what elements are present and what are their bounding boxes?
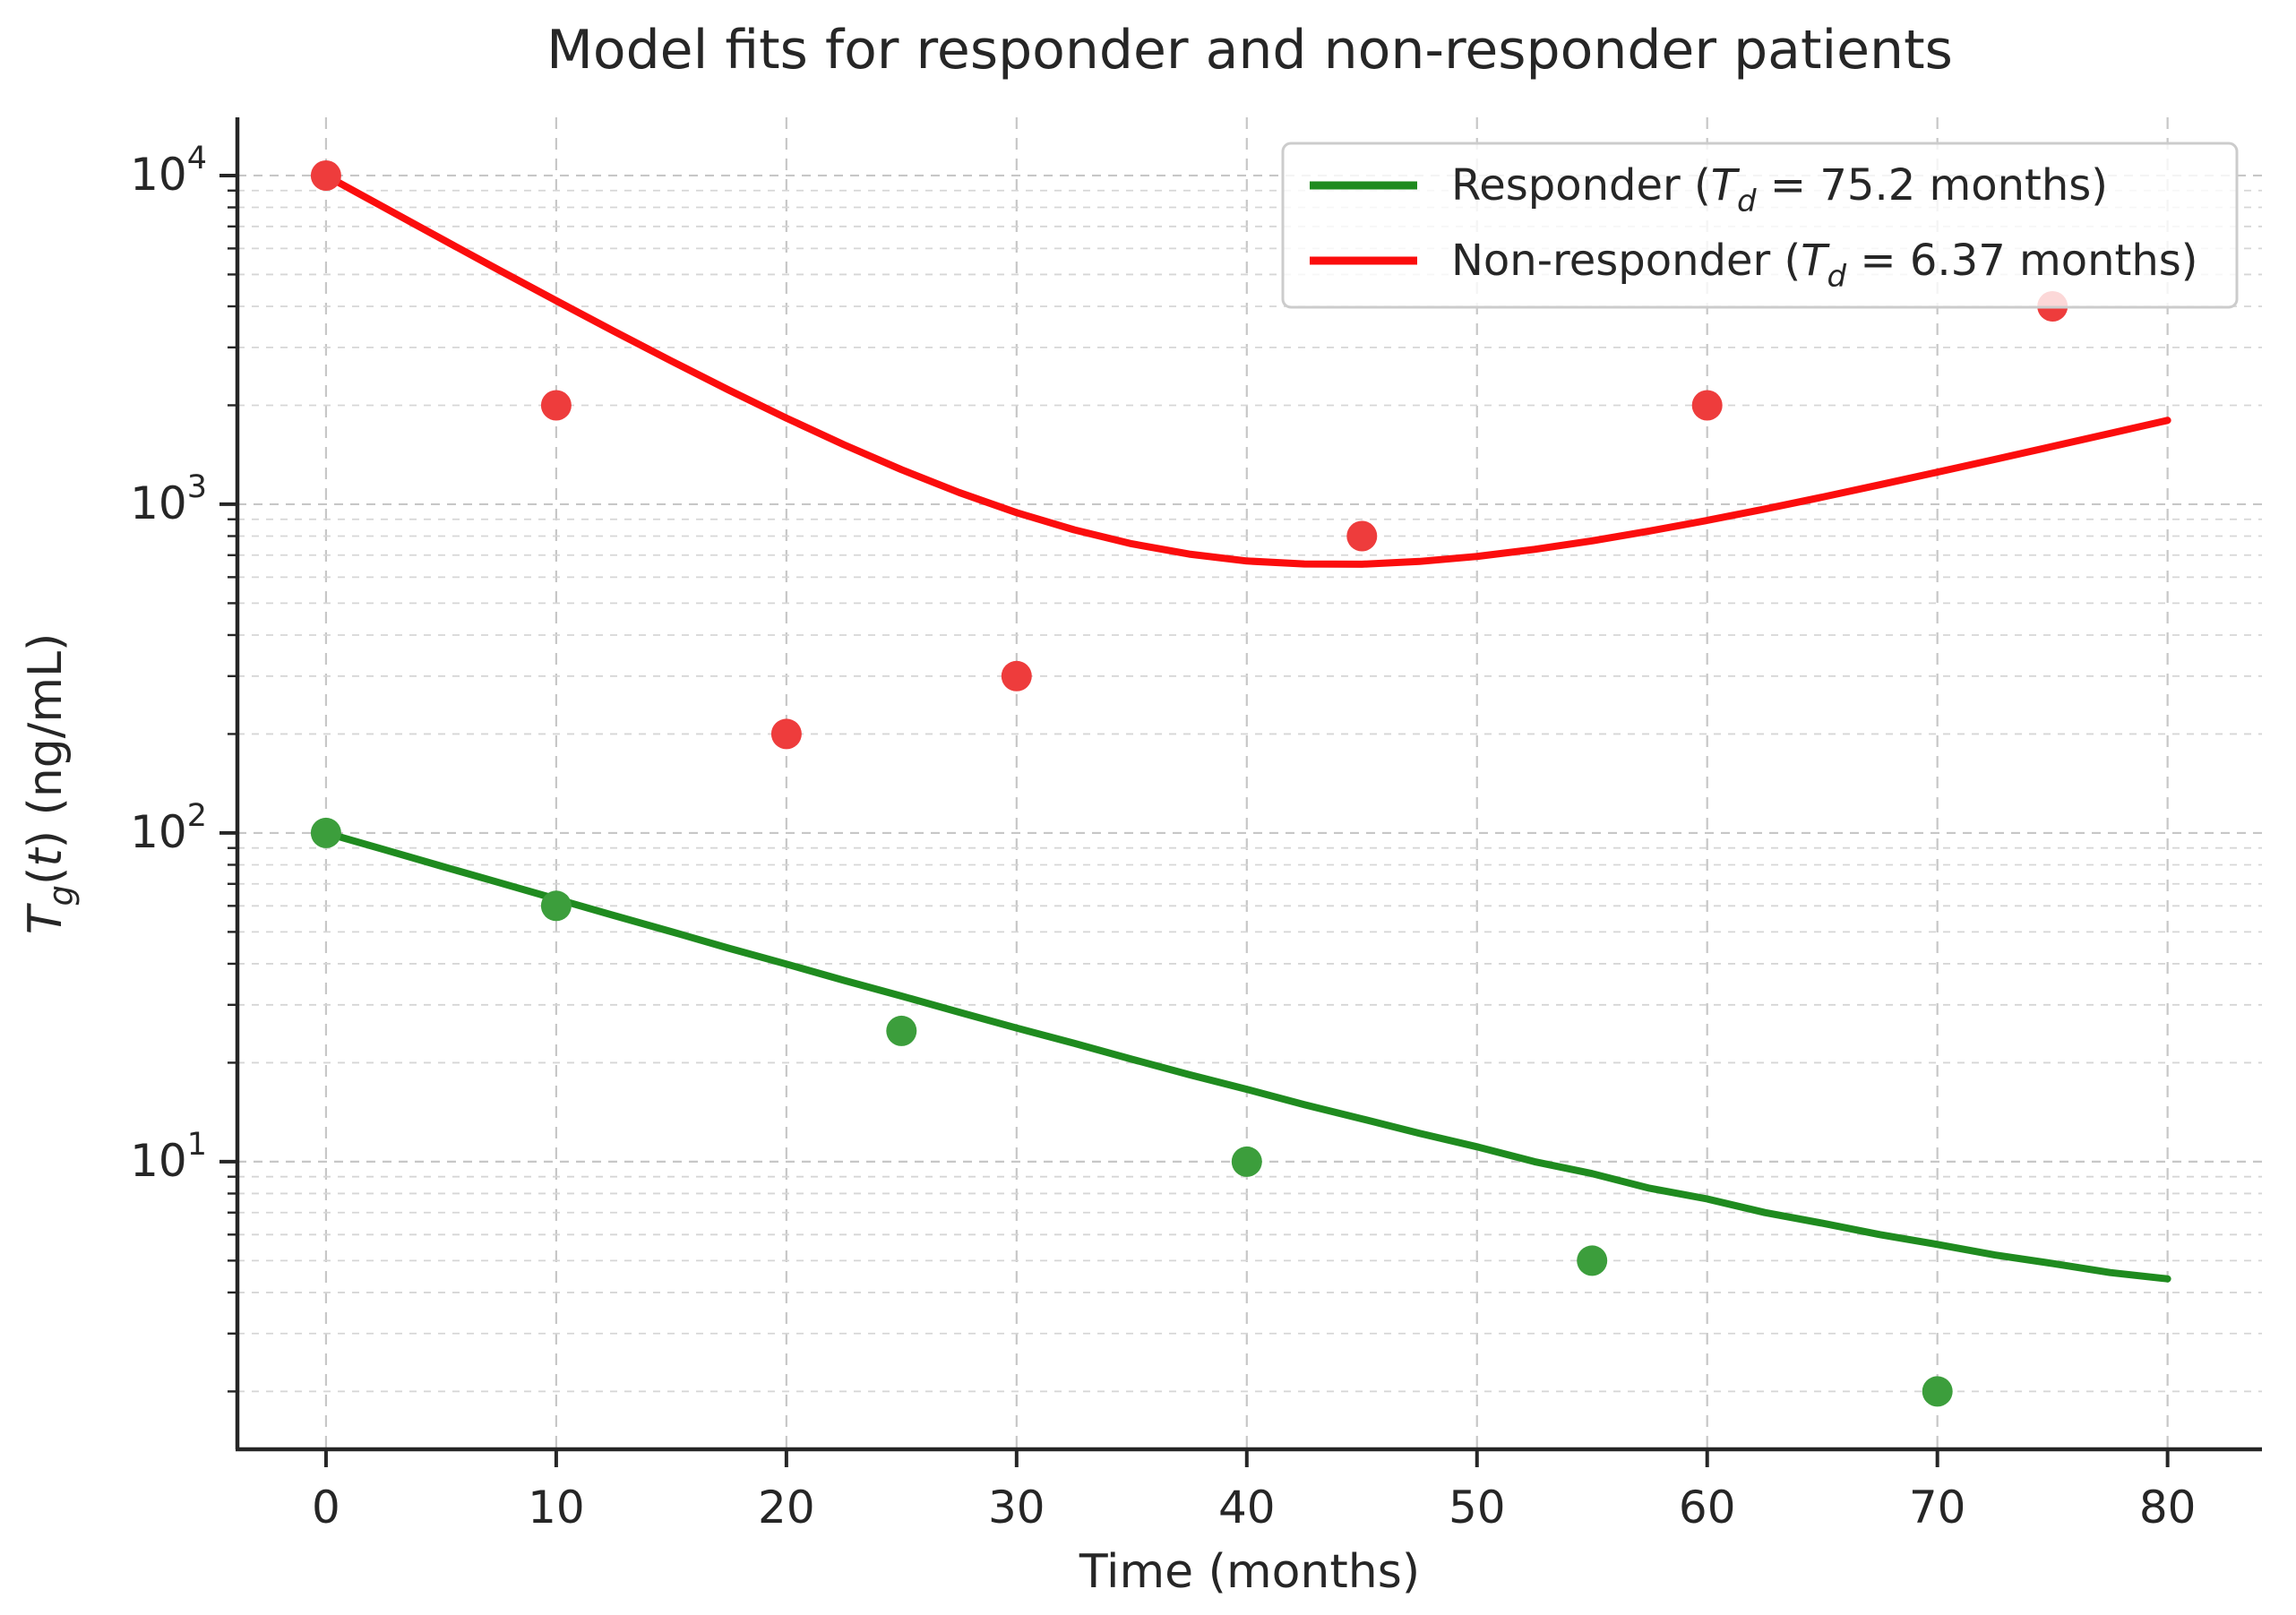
- non-responder-data-point: [1346, 520, 1378, 552]
- responder-fit-line: [322, 829, 2171, 1283]
- responder-data-point: [540, 890, 572, 922]
- x-tick-label: 20: [758, 1482, 815, 1533]
- legend-box: [1281, 142, 2239, 309]
- non-responder-data-point: [770, 718, 802, 750]
- label-layer: Model fits for responder and non-respond…: [19, 19, 1953, 1599]
- responder-data-point: [1922, 1376, 1953, 1407]
- non-responder-fit-line: [322, 172, 2171, 568]
- chart-title: Model fits for responder and non-respond…: [546, 19, 1953, 82]
- series-layer: [310, 160, 2171, 1407]
- y-tick-label: 102: [130, 798, 207, 858]
- y-tick-label: 103: [130, 469, 207, 529]
- non-responder-data-point: [1001, 660, 1032, 692]
- x-axis-label: Time (months): [1079, 1545, 1420, 1599]
- x-tick-label: 0: [312, 1482, 340, 1533]
- non-responder-data-point: [1691, 390, 1723, 421]
- x-tick-label: 50: [1449, 1482, 1506, 1533]
- x-tick-label: 30: [988, 1482, 1045, 1533]
- legend: Responder (Td = 75.2 months) Non-responde…: [1281, 142, 2239, 309]
- x-tick-label: 40: [1218, 1482, 1276, 1533]
- legend-label: Non-responder (Td = 6.37 months): [1451, 236, 2198, 295]
- grid-layer: [237, 117, 2262, 1449]
- non-responder-data-point: [540, 390, 572, 421]
- responder-data-point: [886, 1015, 917, 1046]
- responder-data-point: [310, 817, 341, 848]
- non-responder-data-point: [310, 160, 341, 191]
- legend-label: Responder (Td = 75.2 months): [1451, 160, 2108, 219]
- responder-data-point: [1231, 1146, 1262, 1177]
- responder-data-point: [1577, 1245, 1608, 1276]
- axes-layer: 0 10 20 30 40 50 60 70 80 101 102 103 104: [130, 117, 2262, 1533]
- x-tick-label: 60: [1679, 1482, 1736, 1533]
- y-tick-label: 104: [130, 141, 207, 201]
- x-tick-label: 80: [2139, 1482, 2197, 1533]
- y-axis-label: Tg(t) (ng/mL): [19, 633, 81, 934]
- y-tick-label: 101: [130, 1127, 207, 1187]
- x-tick-label: 10: [528, 1482, 585, 1533]
- x-tick-label: 70: [1909, 1482, 1966, 1533]
